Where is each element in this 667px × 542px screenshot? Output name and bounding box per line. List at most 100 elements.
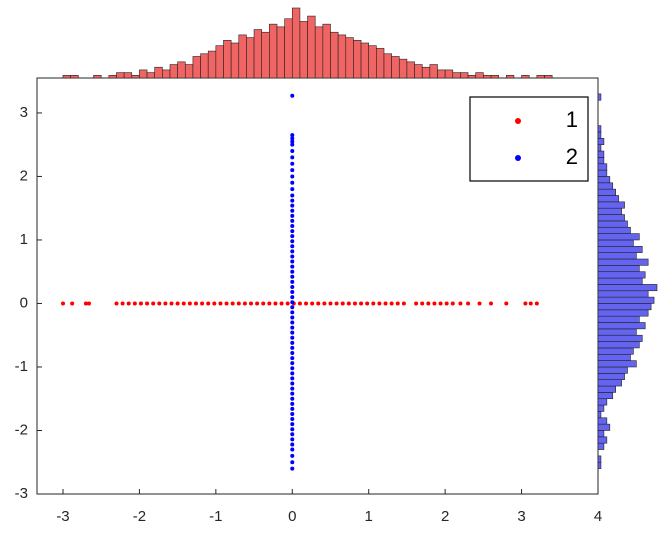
x-hist-bar <box>207 50 217 79</box>
x-hist-bar <box>391 56 400 79</box>
y-hist-bar <box>597 411 602 419</box>
point <box>290 249 295 254</box>
point <box>290 259 295 264</box>
x-hist-bar <box>70 75 79 79</box>
x-tick-label: 3 <box>517 508 525 525</box>
y-hist-bar <box>597 188 617 196</box>
x-hist-bar <box>116 72 125 79</box>
y-hist-bar <box>597 373 625 380</box>
y-hist-bar <box>597 277 643 285</box>
point <box>290 133 295 138</box>
y-hist-bar <box>597 353 631 361</box>
point <box>145 301 150 306</box>
point <box>438 301 443 306</box>
point <box>290 351 295 356</box>
point <box>290 254 295 259</box>
point <box>273 301 278 306</box>
y-hist-bar <box>597 131 602 139</box>
x-hist-bar <box>406 61 415 79</box>
point <box>290 406 295 411</box>
x-hist-bar <box>353 40 362 79</box>
legend-marker <box>515 118 521 124</box>
x-hist-bar <box>246 37 255 79</box>
y-hist-bar <box>597 404 605 412</box>
y-hist-bar <box>597 265 640 273</box>
y-hist-bar <box>597 436 608 444</box>
x-hist-bar <box>330 31 339 79</box>
point <box>261 301 266 306</box>
x-hist-bar <box>108 75 117 79</box>
y-tick-label: 3 <box>20 104 28 121</box>
y-hist-bar <box>597 315 640 323</box>
x-hist-bar <box>269 23 278 79</box>
point <box>523 301 528 306</box>
point <box>290 427 295 432</box>
x-hist-bar <box>162 69 171 79</box>
point <box>290 310 295 315</box>
y-tick-label: 0 <box>20 294 28 311</box>
point <box>230 301 235 306</box>
point <box>126 301 131 306</box>
point <box>290 229 295 234</box>
x-hist-bar <box>177 61 186 79</box>
x-hist-bar <box>223 40 232 79</box>
point <box>458 301 463 306</box>
point <box>290 234 295 239</box>
x-hist-bar <box>322 23 331 79</box>
x-hist-bar <box>253 29 263 79</box>
legend-label: 2 <box>566 144 578 169</box>
point <box>290 180 295 185</box>
y-hist-bar <box>597 442 605 450</box>
point <box>290 376 295 381</box>
y-hist-bar <box>597 176 611 184</box>
point <box>218 301 223 306</box>
y-tick-label: -1 <box>15 358 28 375</box>
point <box>290 437 295 442</box>
point <box>290 239 295 244</box>
x-hist-bar <box>192 56 201 79</box>
x-hist-bar <box>398 58 408 79</box>
point <box>395 301 400 306</box>
x-hist-bar <box>230 42 240 79</box>
point <box>267 301 272 306</box>
x-hist-bar <box>238 34 247 79</box>
point <box>290 386 295 391</box>
point <box>466 301 471 306</box>
point <box>290 284 295 289</box>
point <box>290 401 295 406</box>
y-hist-bar <box>597 392 614 400</box>
point <box>290 432 295 437</box>
point <box>371 301 376 306</box>
x-hist-bar <box>429 64 438 79</box>
y-tick-label: -2 <box>15 421 28 438</box>
x-hist-bar <box>345 37 354 79</box>
y-hist-bar <box>597 303 652 311</box>
point <box>290 142 295 147</box>
y-hist-bar <box>597 398 608 406</box>
x-hist-bar <box>215 45 224 79</box>
x-tick-label: -1 <box>209 508 222 525</box>
y-hist-bar <box>597 341 640 349</box>
point <box>83 301 88 306</box>
y-hist-bar <box>597 417 608 425</box>
point <box>477 301 482 306</box>
x-hist-bar <box>184 64 194 79</box>
point <box>450 301 455 306</box>
point <box>290 381 295 386</box>
point <box>181 301 186 306</box>
point <box>193 301 198 306</box>
x-hist-bar <box>62 75 71 79</box>
point <box>322 301 327 306</box>
y-hist-bar <box>597 461 602 469</box>
y-hist-bar <box>597 379 622 387</box>
point <box>444 301 449 306</box>
point <box>290 422 295 427</box>
point <box>290 356 295 361</box>
y-hist-bar <box>597 239 634 247</box>
y-hist-bar <box>597 385 617 393</box>
x-hist-bar <box>376 48 385 79</box>
legend-box <box>469 96 589 182</box>
x-hist-bar <box>200 53 209 79</box>
y-hist-bar <box>597 138 605 145</box>
point <box>290 345 295 350</box>
